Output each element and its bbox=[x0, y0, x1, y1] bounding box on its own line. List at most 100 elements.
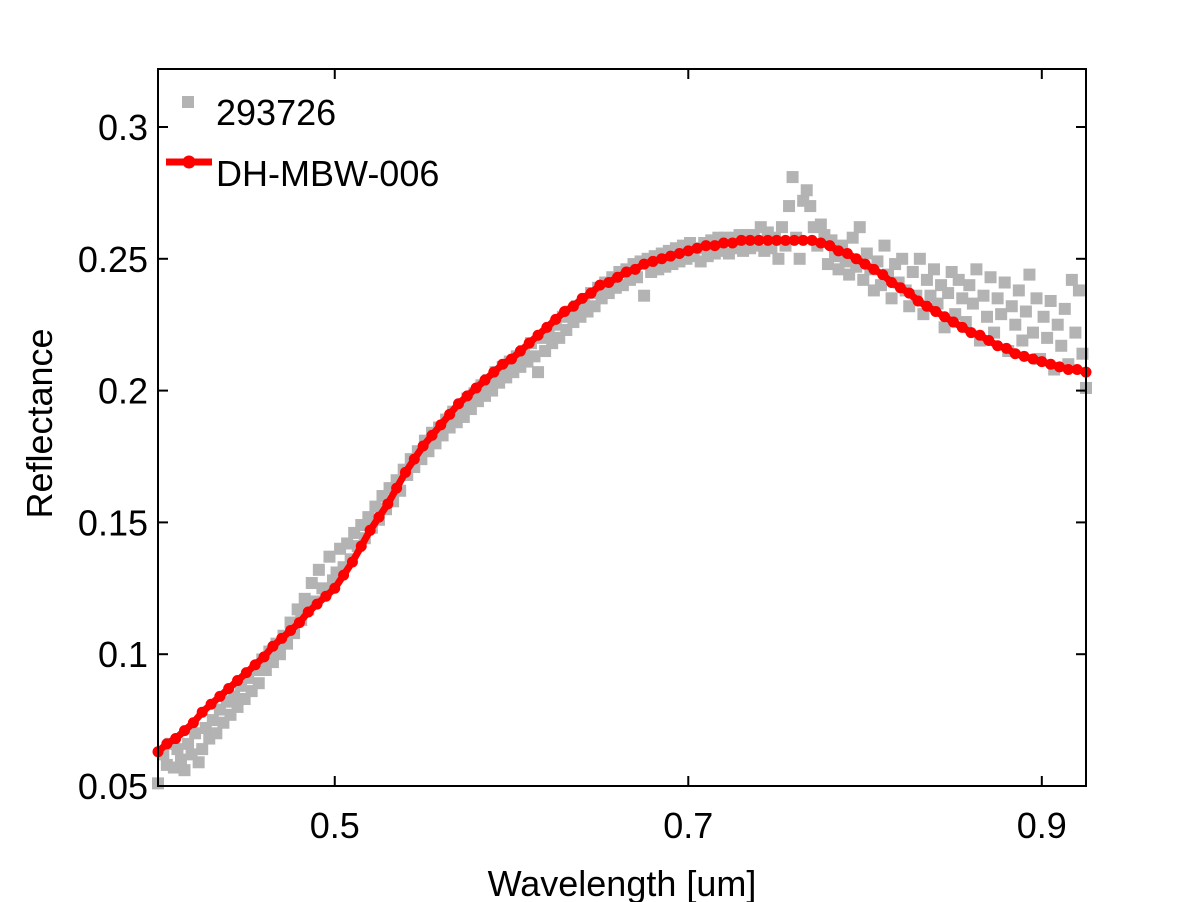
legend-label-dh-mbw-006: DH-MBW-006 bbox=[216, 153, 439, 194]
line-point bbox=[744, 234, 756, 246]
scatter-point bbox=[1058, 302, 1071, 315]
scatter-point bbox=[804, 200, 817, 213]
line-point bbox=[232, 675, 244, 687]
scatter-point bbox=[305, 577, 318, 590]
line-point bbox=[479, 374, 491, 386]
line-point bbox=[965, 327, 977, 339]
line-point bbox=[320, 590, 332, 602]
scatter-point bbox=[956, 292, 969, 305]
line-point bbox=[647, 255, 659, 267]
line-point bbox=[293, 617, 305, 629]
line-point bbox=[585, 287, 597, 299]
line-point bbox=[488, 366, 500, 378]
scatter-point bbox=[952, 273, 965, 286]
scatter-point bbox=[800, 184, 813, 197]
scatter-point bbox=[1069, 326, 1082, 339]
line-point bbox=[691, 242, 703, 254]
legend-swatch-293726 bbox=[182, 96, 194, 108]
axis-ticks bbox=[158, 69, 1086, 787]
scatter-point bbox=[528, 350, 541, 363]
line-point bbox=[930, 306, 942, 318]
line-point bbox=[992, 340, 1004, 352]
scatter-point bbox=[963, 279, 976, 292]
line-point bbox=[762, 234, 774, 246]
line-point bbox=[1027, 353, 1039, 365]
scatter-point bbox=[206, 714, 219, 727]
line-point bbox=[1062, 364, 1074, 376]
line-point bbox=[771, 234, 783, 246]
line-point bbox=[355, 540, 367, 552]
plot-frame bbox=[157, 68, 1087, 787]
line-point bbox=[638, 258, 650, 270]
line-point bbox=[161, 738, 173, 750]
line-point bbox=[532, 329, 544, 341]
line-point bbox=[1036, 356, 1048, 368]
line-point bbox=[700, 240, 712, 252]
scatter-point bbox=[1012, 284, 1025, 297]
x-tick-label: 0.9 bbox=[1017, 805, 1067, 846]
scatter-point bbox=[1030, 292, 1043, 305]
line-point bbox=[373, 511, 385, 523]
line-point bbox=[311, 598, 323, 610]
scatter-point bbox=[970, 263, 983, 276]
line-point bbox=[205, 698, 217, 710]
scatter-point bbox=[189, 727, 202, 740]
line-point bbox=[179, 725, 191, 737]
line-point bbox=[735, 234, 747, 246]
scatter-point bbox=[786, 171, 799, 184]
y-tick-label: 0.05 bbox=[78, 766, 148, 807]
x-tick-label: 0.5 bbox=[310, 805, 360, 846]
y-tick-label: 0.2 bbox=[98, 371, 148, 412]
x-axis-title: Wavelength [um] bbox=[488, 863, 757, 902]
scatter-point bbox=[783, 200, 796, 213]
line-point bbox=[912, 295, 924, 307]
line-point bbox=[673, 248, 685, 260]
line-point bbox=[956, 321, 968, 333]
scatter-point bbox=[814, 218, 827, 231]
line-point bbox=[196, 706, 208, 718]
line-point bbox=[417, 440, 429, 452]
line-point bbox=[550, 313, 562, 325]
scatter-point bbox=[252, 677, 265, 690]
scatter-point bbox=[857, 273, 870, 286]
line-point bbox=[824, 240, 836, 252]
scatter-point bbox=[1016, 334, 1029, 347]
line-point bbox=[868, 263, 880, 275]
y-axis-title: Reflectance bbox=[19, 328, 60, 518]
scatter-point bbox=[638, 289, 651, 302]
scatter-point bbox=[1023, 268, 1036, 281]
scatter-point bbox=[906, 265, 919, 278]
scatter-point bbox=[174, 753, 187, 766]
line-point bbox=[506, 353, 518, 365]
line-point bbox=[523, 337, 535, 349]
line-point bbox=[170, 733, 182, 745]
x-tick-label: 0.7 bbox=[663, 805, 713, 846]
line-point bbox=[612, 271, 624, 283]
line-point bbox=[806, 234, 818, 246]
line-series-dh-mbw-006 bbox=[152, 234, 1092, 758]
line-point bbox=[267, 640, 279, 652]
line-point bbox=[214, 690, 226, 702]
line-point bbox=[603, 277, 615, 289]
scatter-point bbox=[874, 279, 887, 292]
y-tick-label: 0.1 bbox=[98, 634, 148, 675]
line-point bbox=[541, 321, 553, 333]
legend: 293726 DH-MBW-006 bbox=[166, 92, 439, 194]
line-point bbox=[559, 306, 571, 318]
scatter-point bbox=[853, 221, 866, 234]
scatter-point bbox=[273, 648, 286, 661]
axis-tick-labels: 0.5 0.7 0.9 0.05 0.1 0.15 0.2 0.25 0.3 bbox=[78, 107, 1067, 846]
scatter-point bbox=[998, 276, 1011, 289]
scatter-point bbox=[323, 550, 336, 563]
line-point bbox=[620, 266, 632, 278]
scatter-point bbox=[1051, 318, 1064, 331]
line-point bbox=[187, 717, 199, 729]
line-point bbox=[1018, 350, 1030, 362]
line-point bbox=[346, 556, 358, 568]
line-point bbox=[382, 498, 394, 510]
scatter-point bbox=[885, 292, 898, 305]
line-point bbox=[815, 237, 827, 249]
line-point bbox=[886, 277, 898, 289]
scatter-point bbox=[942, 287, 955, 300]
